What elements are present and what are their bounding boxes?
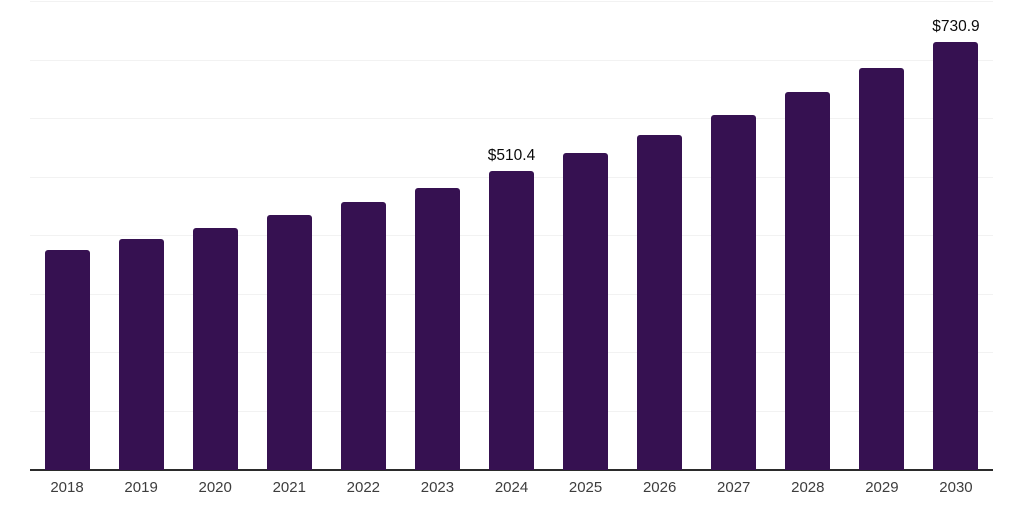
x-axis-line: [30, 469, 993, 471]
gridline-800: [30, 1, 993, 2]
bar-2030: [933, 42, 979, 470]
gridline-600: [30, 118, 993, 119]
bar-2022: [340, 202, 386, 470]
x-tick-label-2026: 2026: [642, 479, 677, 496]
bar-2023: [414, 188, 460, 470]
bar-2028: [785, 92, 831, 470]
bar-2029: [859, 68, 905, 470]
x-tick-label-2024: 2024: [494, 479, 529, 496]
bar-2018: [44, 250, 90, 470]
bar-2019: [118, 239, 164, 470]
x-tick-label-2018: 2018: [50, 479, 84, 496]
x-tick-label-2025: 2025: [568, 479, 603, 496]
bar-2027: [711, 114, 757, 470]
bar-2021: [266, 214, 312, 470]
x-tick-label-2030: 2030: [939, 479, 973, 496]
x-tick-label-2028: 2028: [791, 479, 825, 496]
x-tick-label-2027: 2027: [717, 479, 751, 496]
x-tick-label-2029: 2029: [865, 479, 899, 496]
bar-value-label-2024: $510.4: [487, 147, 536, 165]
gridline-700: [30, 59, 993, 61]
x-tick-label-2020: 2020: [198, 479, 232, 496]
bar-value-label-2030: $730.9: [932, 18, 980, 36]
x-tick-label-2019: 2019: [124, 479, 158, 496]
bar-2024: [489, 171, 534, 470]
x-tick-label-2023: 2023: [420, 479, 455, 496]
x-tick-label-2021: 2021: [272, 479, 306, 496]
bar-2026: [637, 135, 683, 470]
bar-2025: [563, 153, 609, 470]
bar-2020: [192, 228, 238, 470]
x-tick-label-2022: 2022: [346, 479, 381, 496]
plot-area: $510.4 $730.9: [30, 1, 993, 471]
